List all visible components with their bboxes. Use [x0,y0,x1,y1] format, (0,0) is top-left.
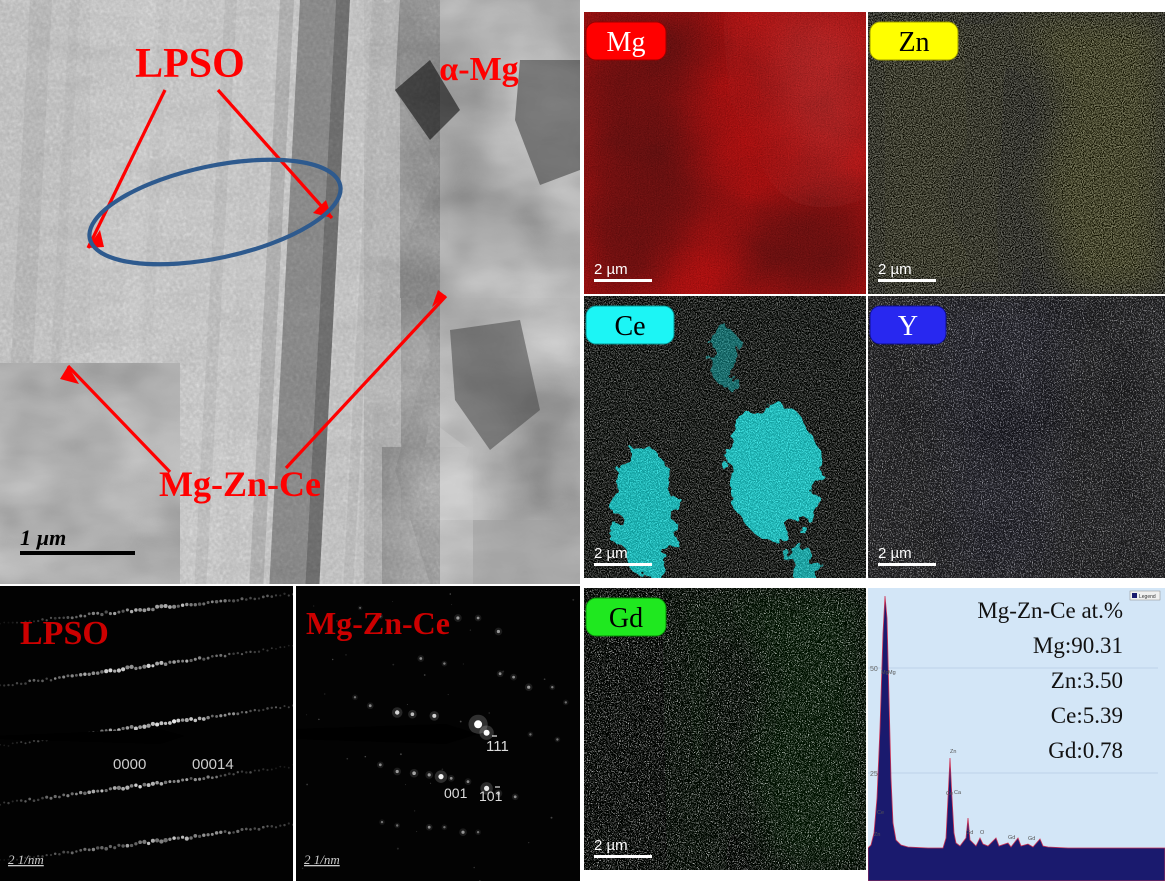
svg-text:50: 50 [870,666,878,673]
svg-text:00014: 00014 [192,756,234,773]
svg-text:25: 25 [870,771,878,778]
svg-text:Gd: Gd [1008,835,1015,841]
svg-text:Mg-Zn-Ce: Mg-Zn-Ce [306,605,450,641]
svg-text:Ce: Ce [877,810,884,816]
svg-text:0000: 0000 [113,756,146,773]
svg-text:Zn: Zn [874,832,880,838]
svg-text:Mg:90.31: Mg:90.31 [1033,633,1123,658]
svg-text:O: O [980,830,985,836]
svg-text:α-Mg: α-Mg [439,51,518,88]
svg-text:Zn:3.50: Zn:3.50 [1051,668,1123,693]
svg-text:Mg-Zn-Ce: Mg-Zn-Ce [159,464,321,504]
svg-text:2 µm: 2 µm [594,837,628,854]
svg-text:Ca: Ca [954,790,962,796]
svg-text:Gd: Gd [609,603,643,634]
svg-text:2 µm: 2 µm [594,261,628,278]
svg-text:Y: Y [898,311,918,342]
svg-text:Gd: Gd [966,830,973,836]
svg-text:1 µm: 1 µm [20,525,66,550]
svg-text:111: 111 [486,738,509,755]
svg-text:Mg: Mg [607,27,646,58]
svg-text:LPSO: LPSO [135,41,245,87]
svg-text:001: 001 [444,785,468,801]
svg-text:Gd:0.78: Gd:0.78 [1048,738,1123,763]
svg-text:Ce: Ce [614,311,645,342]
svg-text:Legend: Legend [1139,594,1156,600]
svg-text:Mg: Mg [888,670,896,676]
svg-text:LPSO: LPSO [20,615,109,652]
svg-text:2 µm: 2 µm [878,261,912,278]
svg-text:Ce:5.39: Ce:5.39 [1051,703,1123,728]
svg-text:2 µm: 2 µm [594,545,628,562]
svg-text:2 1/nm: 2 1/nm [8,852,44,867]
svg-text:Zn: Zn [950,749,956,755]
svg-text:Zn: Zn [898,27,929,58]
svg-text:2 µm: 2 µm [878,545,912,562]
svg-text:Mg-Zn-Ce at.%: Mg-Zn-Ce at.% [977,598,1123,623]
svg-text:2 1/nm: 2 1/nm [304,852,340,867]
svg-text:Gd: Gd [1028,836,1035,842]
svg-text:101: 101 [479,788,503,804]
svg-text:Ce: Ce [946,791,953,797]
